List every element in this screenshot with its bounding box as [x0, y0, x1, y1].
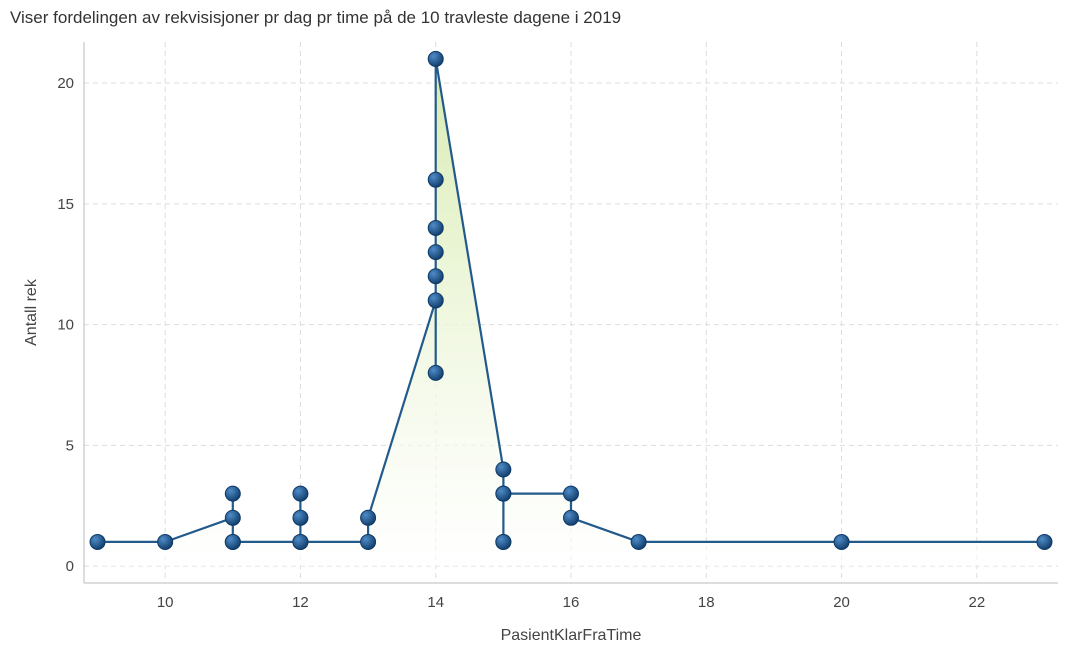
y-tick-label: 5: [66, 437, 74, 454]
data-point: [495, 461, 512, 478]
chart-title: Viser fordelingen av rekvisisjoner pr da…: [10, 8, 622, 27]
y-tick-label: 20: [57, 75, 74, 92]
data-point: [495, 485, 512, 502]
data-point: [833, 533, 850, 550]
data-point: [360, 533, 377, 550]
data-point: [360, 509, 377, 526]
data-point: [292, 509, 309, 526]
data-point: [292, 485, 309, 502]
data-point: [427, 244, 444, 261]
y-tick-label: 15: [57, 196, 74, 213]
data-point: [563, 509, 579, 526]
data-point: [157, 533, 174, 550]
data-point: [427, 292, 444, 309]
data-point: [427, 171, 444, 188]
data-point: [427, 50, 444, 67]
data-point: [89, 533, 106, 550]
data-point: [563, 485, 579, 502]
x-tick-label: 16: [563, 594, 580, 611]
data-point: [224, 485, 241, 502]
x-tick-label: 22: [968, 594, 985, 611]
data-point: [224, 533, 241, 550]
x-tick-label: 18: [698, 594, 715, 611]
y-axis-title: Antall rek: [23, 278, 40, 346]
y-tick-label: 10: [57, 317, 74, 334]
data-point: [1036, 533, 1053, 550]
data-point: [427, 364, 444, 381]
data-point: [495, 533, 512, 550]
data-point: [630, 533, 647, 550]
data-point: [292, 533, 309, 550]
data-point: [224, 509, 241, 526]
x-tick-label: 10: [157, 594, 174, 611]
data-point: [427, 219, 444, 236]
x-tick-label: 14: [427, 594, 444, 611]
x-tick-label: 12: [292, 594, 309, 611]
y-tick-label: 0: [66, 558, 74, 575]
x-tick-label: 20: [833, 594, 850, 611]
x-axis-title: PasientKlarFraTime: [501, 627, 642, 644]
data-point: [427, 268, 444, 285]
